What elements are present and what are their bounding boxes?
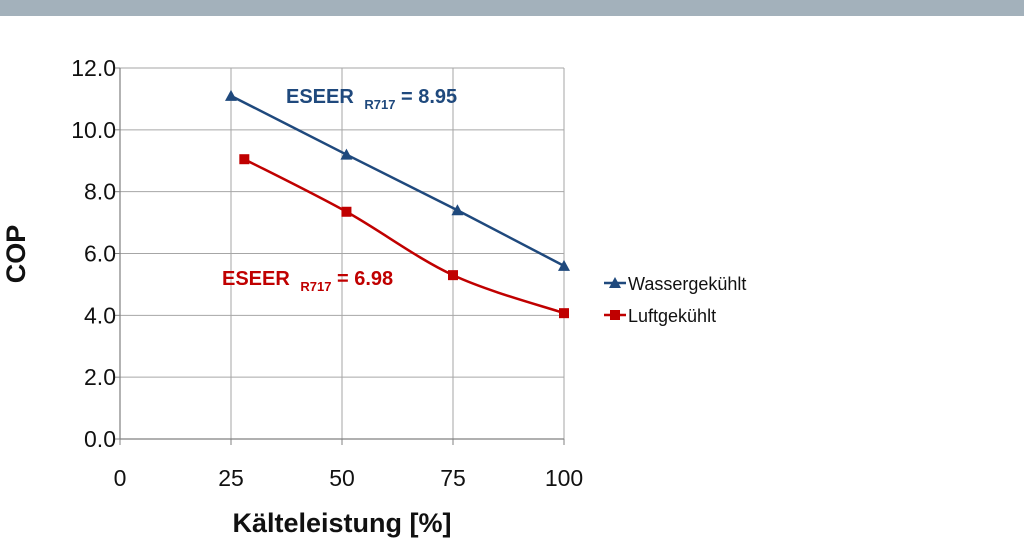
legend-label-wassergekuehlt: Wassergekühlt bbox=[628, 274, 746, 294]
header-bar bbox=[0, 0, 1024, 16]
legend-label-luftgekuehlt: Luftgekühlt bbox=[628, 306, 716, 326]
legend: Wassergekühlt Luftgekühlt bbox=[604, 274, 746, 326]
y-tick-label: 12.0 bbox=[71, 55, 116, 81]
data-point-wassergekuehlt bbox=[225, 89, 237, 101]
x-axis-title: Kälteleistung [%] bbox=[232, 508, 451, 538]
legend-item-wassergekuehlt: Wassergekühlt bbox=[604, 274, 746, 294]
annotation-luftgekuehlt: ESEER R717 = 6.98 bbox=[222, 268, 393, 296]
series-line-luftgekuehlt bbox=[243, 158, 565, 315]
annotation-wassergekuehlt: ESEER R717 = 8.95 bbox=[286, 86, 457, 114]
x-tick-label: 100 bbox=[545, 465, 583, 491]
series-layer bbox=[225, 89, 570, 319]
grid-lines bbox=[120, 67, 565, 439]
x-tick-label: 0 bbox=[114, 465, 127, 491]
axes bbox=[114, 67, 565, 445]
data-point-wassergekuehlt bbox=[451, 204, 464, 216]
y-tick-label: 0.0 bbox=[84, 426, 116, 452]
y-axis-title: COP bbox=[1, 225, 31, 284]
y-tick-label: 2.0 bbox=[84, 364, 116, 390]
data-point-luftgekuehlt bbox=[448, 270, 458, 281]
legend-item-luftgekuehlt: Luftgekühlt bbox=[604, 306, 716, 326]
data-point-luftgekuehlt bbox=[239, 154, 250, 165]
series-line-wassergekuehlt bbox=[230, 94, 565, 267]
y-tick-label: 8.0 bbox=[84, 179, 116, 205]
y-tick-label: 10.0 bbox=[71, 117, 116, 143]
data-point-wassergekuehlt bbox=[340, 148, 353, 160]
x-tick-label: 50 bbox=[329, 465, 355, 491]
y-tick-label: 4.0 bbox=[84, 302, 116, 328]
x-tick-label: 25 bbox=[218, 465, 244, 491]
x-tick-label: 75 bbox=[440, 465, 466, 491]
y-tick-label: 6.0 bbox=[84, 241, 116, 267]
data-point-wassergekuehlt bbox=[558, 259, 570, 271]
data-point-luftgekuehlt bbox=[559, 308, 569, 319]
tick-labels: 0.0 2.0 4.0 6.0 8.0 10.0 12.0 0 25 50 75 100 bbox=[71, 55, 583, 491]
data-point-luftgekuehlt bbox=[341, 206, 352, 217]
